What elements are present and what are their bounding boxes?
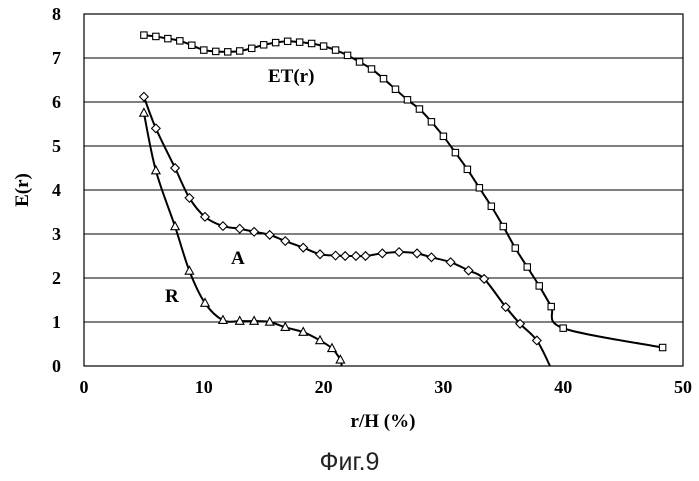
x-tick-label: 40 [554, 377, 572, 397]
data-point-a [395, 248, 404, 257]
y-tick-label: 6 [52, 92, 61, 112]
y-tick-labels: 0 1 2 3 4 5 6 7 8 [52, 4, 61, 376]
data-point-etr [249, 45, 255, 51]
x-tick-label: 20 [315, 377, 333, 397]
data-point-etr [512, 245, 518, 251]
data-point-etr [659, 344, 665, 350]
series-line-r [144, 113, 342, 366]
series-line-a [144, 97, 550, 366]
series-curves [144, 35, 663, 366]
data-point-etr [296, 39, 302, 45]
data-point-a [361, 252, 370, 261]
data-point-etr [189, 42, 195, 48]
data-point-etr [368, 66, 374, 72]
data-point-etr [308, 40, 314, 46]
data-point-etr [141, 32, 147, 38]
data-point-etr [464, 166, 470, 172]
data-point-etr [225, 49, 231, 55]
x-tick-label: 0 [80, 377, 89, 397]
data-point-a [331, 251, 340, 260]
y-tick-label: 5 [52, 136, 61, 156]
y-tick-label: 2 [52, 268, 61, 288]
data-point-etr [548, 303, 554, 309]
data-point-etr [153, 33, 159, 39]
data-point-a [152, 124, 161, 133]
data-point-etr [320, 43, 326, 49]
series-line-etr [144, 35, 663, 347]
data-point-etr [560, 325, 566, 331]
y-tick-label: 8 [52, 4, 61, 24]
y-tick-label: 0 [52, 356, 61, 376]
data-point-a [352, 252, 361, 261]
data-point-r [171, 222, 179, 230]
data-point-a [299, 243, 308, 252]
data-point-etr [476, 185, 482, 191]
data-point-a [413, 249, 422, 258]
data-point-etr [213, 48, 219, 54]
series-label-et: ET(r) [268, 66, 314, 87]
data-point-etr [392, 86, 398, 92]
data-point-etr [237, 48, 243, 54]
series-markers [140, 32, 666, 363]
data-point-etr [416, 106, 422, 112]
data-point-etr [404, 97, 410, 103]
data-point-a [265, 231, 274, 240]
data-point-a [235, 224, 244, 233]
data-point-etr [284, 38, 290, 44]
data-point-etr [452, 149, 458, 155]
x-tick-label: 50 [674, 377, 692, 397]
y-tick-label: 4 [52, 180, 61, 200]
series-label-a: A [231, 248, 245, 269]
data-point-etr [536, 283, 542, 289]
data-point-a [250, 228, 259, 237]
data-point-etr [428, 119, 434, 125]
data-point-r [152, 166, 160, 174]
data-point-r [185, 266, 193, 274]
data-point-etr [500, 223, 506, 229]
y-tick-label: 3 [52, 224, 61, 244]
data-point-etr [488, 203, 494, 209]
data-point-etr [380, 75, 386, 81]
data-point-etr [524, 264, 530, 270]
grid-lines [84, 58, 683, 322]
y-tick-label: 1 [52, 312, 61, 332]
data-point-etr [356, 59, 362, 65]
data-point-etr [272, 39, 278, 45]
data-point-etr [332, 47, 338, 53]
data-point-a [316, 250, 325, 259]
data-point-a [378, 249, 387, 258]
data-point-a [341, 252, 350, 261]
data-point-etr [344, 52, 350, 58]
figure-caption: Фиг.9 [0, 448, 699, 477]
data-point-a [446, 258, 455, 267]
data-point-a [427, 253, 436, 262]
data-point-a [464, 266, 473, 275]
series-label-r: R [165, 286, 179, 307]
data-point-r [140, 108, 148, 116]
y-axis-title: E(r) [12, 173, 33, 207]
data-point-a [171, 164, 180, 173]
x-tick-labels: 0 10 20 30 40 50 [80, 377, 693, 397]
data-point-a [281, 237, 290, 246]
x-axis-title: r/H (%) [351, 411, 416, 432]
x-tick-label: 30 [434, 377, 452, 397]
y-tick-label: 7 [52, 48, 61, 68]
data-point-etr [201, 47, 207, 53]
data-point-etr [440, 133, 446, 139]
data-point-etr [261, 42, 267, 48]
data-point-a [219, 222, 228, 231]
data-point-a [140, 92, 149, 101]
data-point-etr [165, 35, 171, 41]
x-tick-label: 10 [195, 377, 213, 397]
data-point-etr [177, 38, 183, 44]
